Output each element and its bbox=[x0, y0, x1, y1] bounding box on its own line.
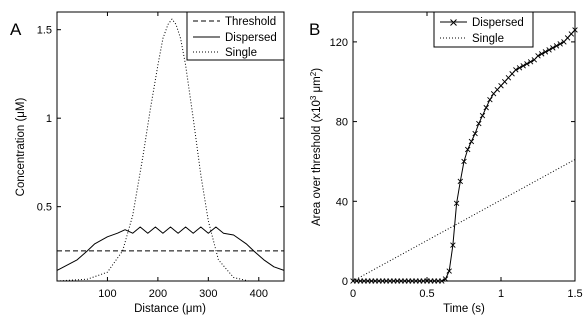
y-tick-label: 80 bbox=[336, 117, 348, 129]
data-point-marker bbox=[516, 65, 523, 71]
series-line-dispersed bbox=[56, 226, 285, 271]
data-point-marker bbox=[542, 49, 549, 55]
y-tick-label: 120 bbox=[330, 37, 348, 49]
data-point-marker bbox=[538, 51, 545, 57]
y-tick-label: 0 bbox=[342, 276, 348, 288]
panel-b-x-axis-label: Time (s) bbox=[443, 303, 485, 315]
x-tick-label: 0.5 bbox=[419, 288, 434, 300]
panel-b-series bbox=[350, 27, 578, 284]
data-point-marker bbox=[450, 242, 456, 248]
data-point-marker bbox=[535, 53, 541, 59]
panel-a-y-axis-label: Concentration (μM) bbox=[15, 98, 27, 197]
data-point-marker bbox=[513, 67, 519, 73]
panel-b: B 0 0.5 1 1.5 0 40 80 120 Time (s) Area over t… bbox=[309, 11, 583, 315]
data-point-marker bbox=[439, 278, 445, 284]
panel-a-axes-frame bbox=[56, 11, 285, 282]
data-point-marker bbox=[487, 96, 493, 103]
legend-dispersed-label: Dispersed bbox=[225, 32, 277, 44]
data-point-marker bbox=[524, 61, 530, 67]
data-point-marker bbox=[572, 27, 578, 33]
panel-a-legend: Threshold Dispersed Single bbox=[186, 11, 285, 61]
panel-b-label: B bbox=[309, 20, 320, 39]
data-point-marker bbox=[483, 104, 489, 111]
panel-a: A 100 200 300 400 0.5 1 1.5 Distance (μm) Con… bbox=[10, 11, 285, 315]
x-tick-label: 400 bbox=[250, 288, 268, 300]
series-line-single bbox=[56, 18, 284, 282]
data-point-marker bbox=[553, 43, 560, 49]
data-point-marker bbox=[453, 200, 460, 207]
y-tick-label: 40 bbox=[336, 196, 348, 208]
legend-b-single-label: Single bbox=[472, 33, 504, 45]
panel-a-label: A bbox=[10, 20, 22, 39]
data-point-marker bbox=[472, 130, 478, 137]
data-point-marker bbox=[546, 47, 552, 53]
panel-a-series bbox=[56, 18, 285, 282]
data-point-marker bbox=[464, 146, 471, 153]
legend-threshold-label: Threshold bbox=[225, 16, 276, 28]
panel-b-legend-box bbox=[433, 11, 534, 48]
panel-b-y-axis-label: Area over threshold (x103 μm2) bbox=[309, 68, 323, 226]
x-tick-label: 100 bbox=[98, 288, 116, 300]
series-line-dispersed bbox=[353, 29, 576, 282]
panel-a-legend-box bbox=[186, 11, 285, 61]
data-point-marker bbox=[520, 63, 526, 69]
panel-b-legend: Dispersed Single bbox=[433, 11, 534, 48]
series-line-single bbox=[352, 159, 576, 282]
y-tick-label: 1 bbox=[46, 113, 52, 125]
legend-b-dispersed-label: Dispersed bbox=[472, 17, 524, 29]
data-point-marker bbox=[476, 120, 482, 127]
x-tick-label: 1 bbox=[498, 288, 504, 300]
x-tick-label: 300 bbox=[199, 288, 217, 300]
panel-b-x-ticks: 0 0.5 1 1.5 bbox=[350, 12, 583, 300]
data-point-marker bbox=[527, 59, 534, 65]
panel-a-y-ticks: 0.5 1 1.5 bbox=[37, 25, 284, 214]
x-tick-label: 200 bbox=[149, 288, 167, 300]
data-point-marker bbox=[446, 268, 452, 274]
panel-b-y-ticks: 0 40 80 120 bbox=[330, 37, 575, 288]
data-point-marker bbox=[479, 112, 486, 119]
panel-a-x-axis-label: Distance (μm) bbox=[134, 303, 206, 315]
data-point-marker bbox=[557, 41, 563, 47]
panel-b-axes-frame bbox=[352, 11, 576, 282]
y-tick-label: 1.5 bbox=[37, 25, 52, 37]
x-tick-label: 1.5 bbox=[567, 288, 582, 300]
data-point-marker bbox=[550, 45, 556, 51]
x-tick-label: 0 bbox=[350, 288, 356, 300]
data-point-marker bbox=[457, 178, 464, 185]
legend-single-label: Single bbox=[225, 47, 257, 59]
legend-b-dispersed-marker bbox=[450, 19, 457, 26]
data-point-marker bbox=[461, 158, 467, 165]
data-point-marker bbox=[468, 138, 475, 145]
y-tick-label: 0.5 bbox=[37, 202, 52, 214]
data-point-marker bbox=[442, 276, 449, 282]
